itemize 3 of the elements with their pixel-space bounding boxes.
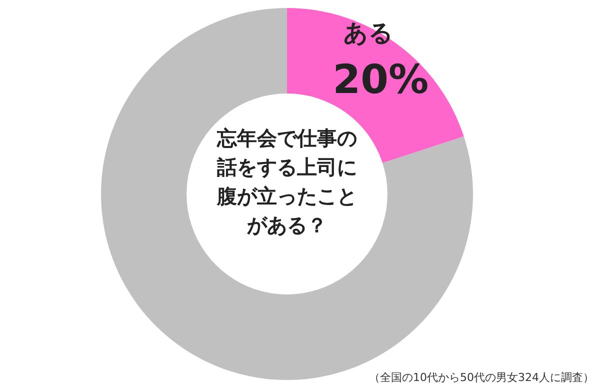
text: （全国の10代から50代の男女324人に調査） bbox=[369, 370, 594, 385]
text: 忘年会で仕事の話をする上司に腹が立ったことがある？ bbox=[216, 125, 358, 239]
data-label: 20% bbox=[332, 57, 429, 103]
